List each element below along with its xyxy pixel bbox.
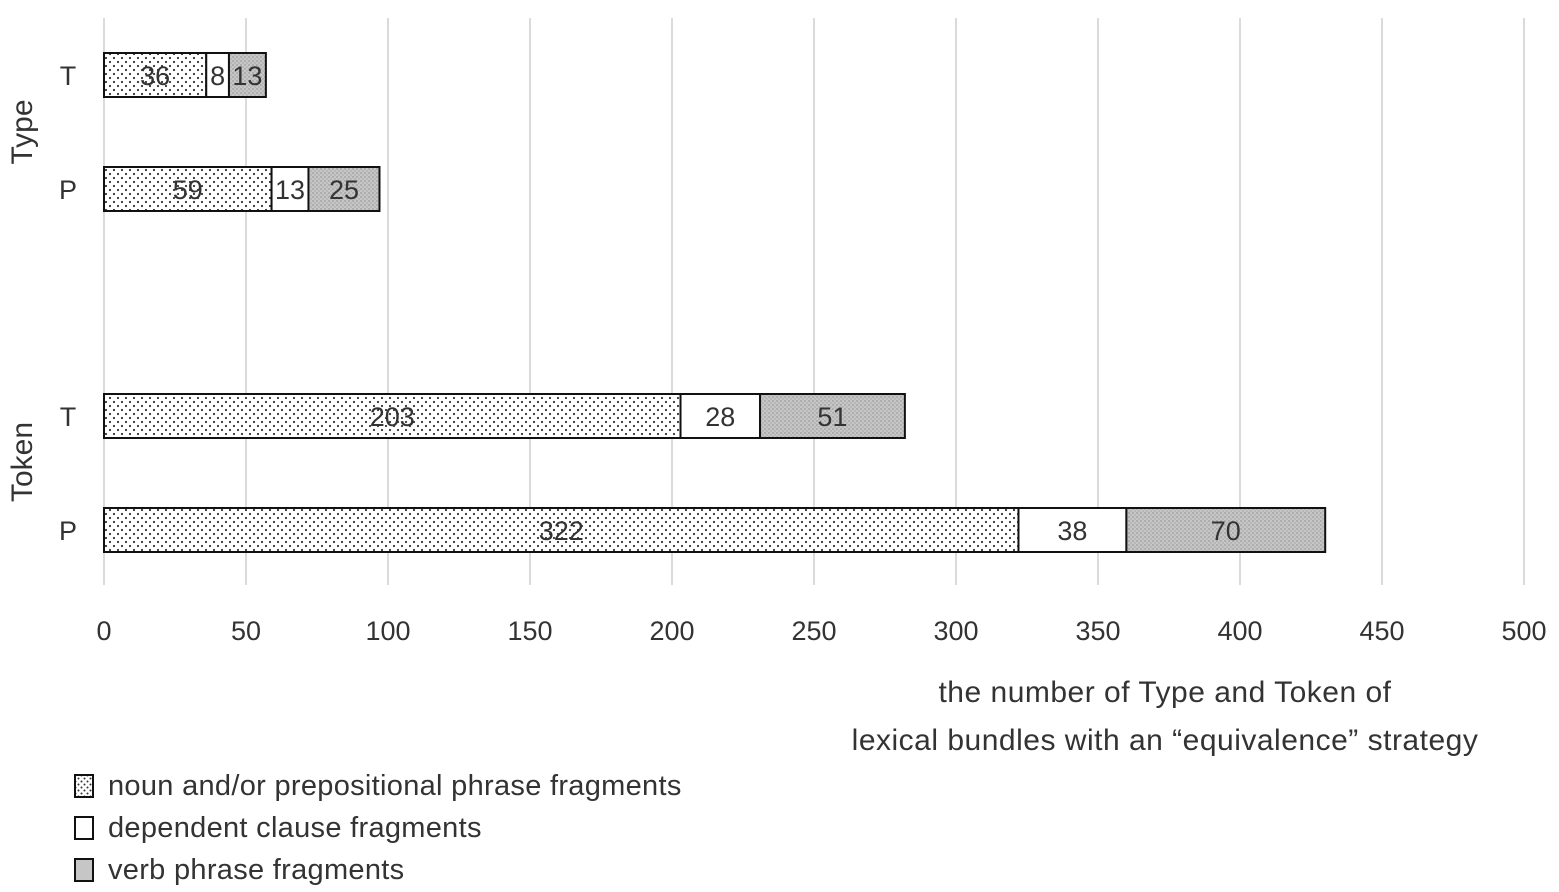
- x-tick-label: 300: [933, 616, 978, 646]
- legend-label-noun-phrase: noun and/or prepositional phrase fragmen…: [108, 769, 682, 802]
- x-tick-label: 400: [1217, 616, 1262, 646]
- bar-segment: [227, 52, 267, 98]
- bar-value-label: 13: [275, 175, 305, 205]
- legend-label-verb-phrase: verb phrase fragments: [108, 853, 405, 886]
- legend-label-dependent-clause: dependent clause fragments: [108, 811, 482, 844]
- bar-segment: [307, 166, 381, 212]
- x-tick-label: 350: [1075, 616, 1120, 646]
- bar-value-label: 38: [1057, 516, 1087, 546]
- category-label: P: [59, 175, 77, 205]
- bar-segment: [1017, 507, 1128, 553]
- bar-value-label: 59: [173, 175, 203, 205]
- category-label: T: [60, 61, 77, 91]
- category-label: P: [59, 516, 77, 546]
- legend-swatch-gray: [74, 858, 94, 882]
- x-tick-label: 100: [365, 616, 410, 646]
- bar-segment: [1125, 507, 1327, 553]
- bar-value-label: 51: [817, 402, 847, 432]
- bar-value-label: 70: [1211, 516, 1241, 546]
- bar-value-label: 13: [232, 61, 262, 91]
- x-tick-label: 50: [231, 616, 261, 646]
- bar-segment: [103, 52, 208, 98]
- bar-value-label: 322: [539, 516, 584, 546]
- bar-segment: [103, 393, 682, 439]
- group-label: Token: [6, 422, 39, 502]
- bar-value-label: 28: [705, 402, 735, 432]
- legend-swatch-dots: [74, 774, 94, 798]
- x-axis-title-line-2: lexical bundles with an “equivalence” st…: [852, 724, 1479, 757]
- x-tick-label: 450: [1359, 616, 1404, 646]
- x-tick-label: 150: [507, 616, 552, 646]
- x-tick-label: 200: [649, 616, 694, 646]
- bar-value-label: 203: [370, 402, 415, 432]
- legend-item-noun-phrase: noun and/or prepositional phrase fragmen…: [74, 765, 682, 807]
- bar-value-label: 8: [210, 61, 225, 91]
- x-tick-label: 250: [791, 616, 836, 646]
- x-tick-label: 0: [96, 616, 111, 646]
- group-label: Type: [6, 99, 39, 164]
- bar-value-label: 25: [329, 175, 359, 205]
- bar-segment: [679, 393, 762, 439]
- bar-segment: [759, 393, 906, 439]
- category-label: T: [60, 402, 77, 432]
- legend-item-verb-phrase: verb phrase fragments: [74, 849, 682, 891]
- x-tick-label: 500: [1501, 616, 1546, 646]
- bar-value-label: 36: [140, 61, 170, 91]
- legend-item-dependent-clause: dependent clause fragments: [74, 807, 682, 849]
- legend: noun and/or prepositional phrase fragmen…: [74, 765, 682, 891]
- legend-swatch-plain: [74, 816, 94, 840]
- x-axis-title-line-1: the number of Type and Token of: [938, 676, 1391, 709]
